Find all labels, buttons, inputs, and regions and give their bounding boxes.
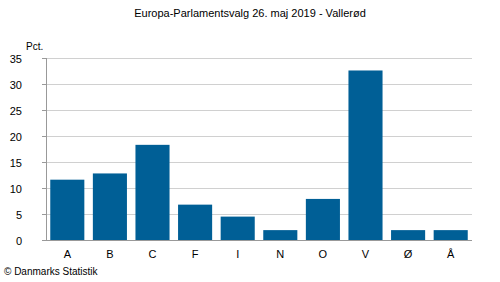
x-tick-label: A xyxy=(64,248,72,260)
y-tick-label: 5 xyxy=(16,209,22,221)
y-tick-label: 20 xyxy=(10,131,22,143)
x-tick-label: N xyxy=(276,248,284,260)
bar xyxy=(178,205,212,240)
bar xyxy=(221,217,255,240)
grid-line xyxy=(46,110,472,111)
x-tick-label: Å xyxy=(447,248,455,260)
x-axis-line xyxy=(46,240,472,241)
x-tick-label: C xyxy=(149,248,157,260)
grid-line xyxy=(46,240,472,241)
y-tick-label: 35 xyxy=(10,53,22,65)
y-tick xyxy=(42,110,46,111)
y-tick xyxy=(42,58,46,59)
bar xyxy=(434,230,468,240)
y-tick-label: 30 xyxy=(10,79,22,91)
x-tick-label: F xyxy=(192,248,199,260)
chart-svg: Europa-Parlamentsvalg 26. maj 2019 - Val… xyxy=(0,0,500,282)
title: Europa-Parlamentsvalg 26. maj 2019 - Val… xyxy=(134,7,366,19)
y-tick-label: 25 xyxy=(10,105,22,117)
bars xyxy=(50,70,467,240)
y-tick xyxy=(42,162,46,163)
y-tick xyxy=(42,84,46,85)
x-tick-label: V xyxy=(362,248,370,260)
chart-container: Europa-Parlamentsvalg 26. maj 2019 - Val… xyxy=(0,0,500,282)
y-tick-label: 10 xyxy=(10,183,22,195)
bar xyxy=(306,199,340,240)
x-tick-label: I xyxy=(236,248,239,260)
y-tick xyxy=(42,136,46,137)
bar xyxy=(348,70,382,240)
bar xyxy=(263,230,297,240)
y-axis-label: Pct. xyxy=(26,41,43,52)
y-tick xyxy=(42,188,46,189)
source: © Danmarks Statistik xyxy=(4,266,99,277)
y-axis-line xyxy=(46,58,47,240)
grid-line xyxy=(46,58,472,59)
y-tick-label: 0 xyxy=(16,235,22,247)
x-tick-label: O xyxy=(319,248,328,260)
y-tick xyxy=(42,240,46,241)
y-tick-label: 15 xyxy=(10,157,22,169)
bar xyxy=(93,173,127,240)
grid-line xyxy=(46,84,472,85)
bar xyxy=(135,145,169,240)
x-tick-label: Ø xyxy=(404,248,413,260)
bar xyxy=(391,230,425,240)
y-tick xyxy=(42,214,46,215)
grid-line xyxy=(46,136,472,137)
bar xyxy=(50,180,84,240)
x-tick-label: B xyxy=(106,248,113,260)
grid-line xyxy=(46,162,472,163)
